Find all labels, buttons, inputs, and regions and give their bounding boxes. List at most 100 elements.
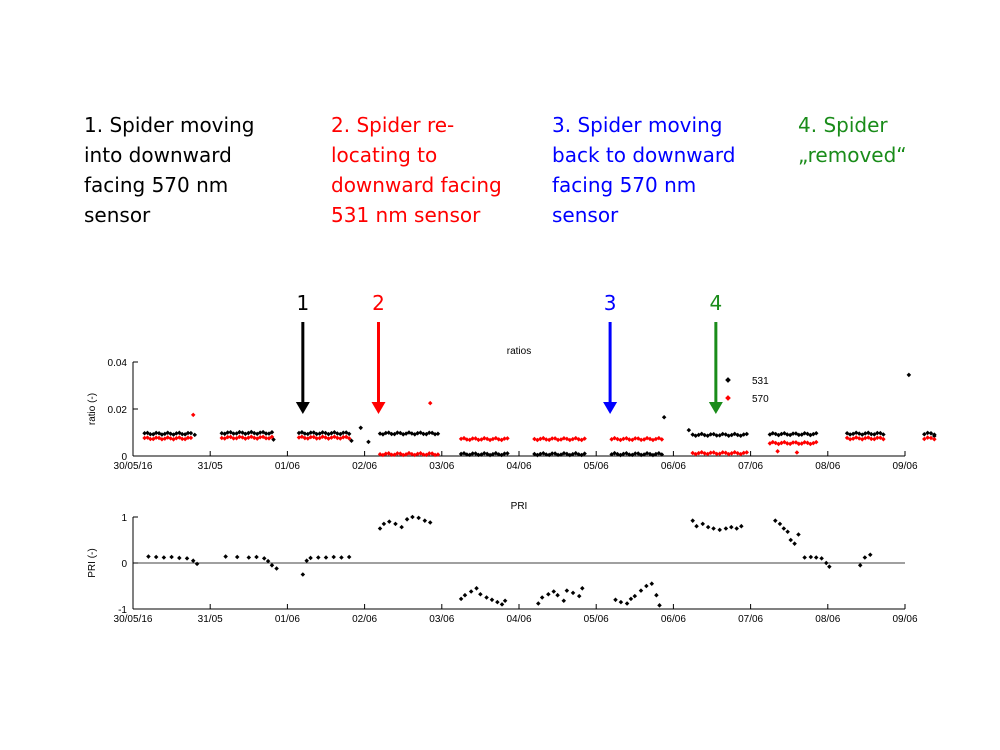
x-tick-label: 08/06 [815,614,840,625]
data-point [185,435,191,440]
data-point [875,430,880,436]
data-point [263,431,269,436]
data-point [435,431,441,437]
data-point [561,435,567,441]
data-point [316,555,321,560]
chart-2-axes [132,516,906,610]
y-tick-label: 0.02 [108,405,128,416]
data-point [690,518,695,523]
data-point [813,430,819,436]
annotation-line: downward facing [331,173,502,197]
data-point [177,555,182,561]
chart-title: ratios [507,346,531,357]
data-point [543,452,549,457]
data-point [188,430,194,436]
x-tick-label: 05/06 [584,614,609,625]
annotation-4: 4. Spider „removed“ [798,110,907,170]
data-point [711,526,716,531]
data-point [686,427,692,433]
data-point [308,555,313,561]
data-point [422,518,428,523]
data-point [708,450,713,455]
data-point [555,437,561,443]
data-point [476,452,481,458]
data-point [551,589,557,594]
data-point [505,451,510,456]
data-point [161,555,167,560]
data-point [906,372,912,378]
data-point [194,561,200,567]
data-point [785,441,790,446]
x-tick-label: 06/06 [661,461,686,472]
data-point [546,592,551,597]
data-point [702,451,707,456]
data-point [257,430,263,435]
x-tick-label: 31/05 [198,461,223,472]
annotation-line: „removed“ [798,143,907,167]
data-point [234,554,240,560]
data-point [426,430,432,436]
annotation-2: 2. Spider re- locating to downward facin… [331,110,502,230]
data-point [502,598,508,603]
data-point [185,430,191,436]
data-point [432,452,438,458]
data-point [555,452,561,458]
data-point [932,437,937,442]
data-point [869,436,874,442]
data-point [320,434,325,440]
data-point [153,435,159,440]
x-tick-label: 03/06 [429,614,454,625]
data-point [377,526,383,531]
series-531 [142,372,937,458]
x-tick-label: 07/06 [738,614,763,625]
annotation-line: 531 nm sensor [331,203,481,227]
data-point [269,429,275,435]
data-point [928,431,934,436]
arrow-head [603,402,618,414]
data-point [561,450,567,456]
data-point [383,430,389,436]
data-point [335,435,340,441]
data-point [416,515,421,521]
data-point [857,563,863,568]
data-point [470,451,475,456]
arrow-head [371,402,386,414]
data-point [421,452,426,457]
data-point [410,514,415,520]
data-point [308,434,314,440]
data-point [257,435,263,440]
data-point [323,555,329,560]
annotation-line: facing 570 nm [84,173,229,197]
x-tick-label: 02/06 [352,614,377,625]
data-point [781,526,787,531]
x-tick-label: 01/06 [275,614,300,625]
data-point [561,598,567,603]
data-point [570,590,576,596]
arrow-2: 2 [371,291,386,414]
arrow-1: 1 [295,291,310,414]
data-point [219,435,225,441]
x-tick-label: 05/06 [584,461,609,472]
data-point [496,452,501,457]
data-point [302,435,308,441]
data-point [739,523,744,529]
data-point [632,451,638,456]
data-point [694,523,699,529]
data-point [146,554,151,559]
data-point [395,430,400,435]
x-tick-label: 04/06 [506,461,531,472]
data-point [421,431,426,437]
data-point [223,554,228,559]
annotation-line: 2. Spider re- [331,113,455,137]
data-point [399,524,404,530]
series-570 [142,400,937,458]
data-point [638,452,644,458]
data-point [875,435,880,440]
data-point [169,554,174,560]
data-point [627,437,632,442]
annotation-line: 3. Spider moving [552,113,723,137]
data-point [649,581,655,586]
data-point [808,554,814,560]
data-point [564,588,570,593]
data-point [796,441,802,447]
